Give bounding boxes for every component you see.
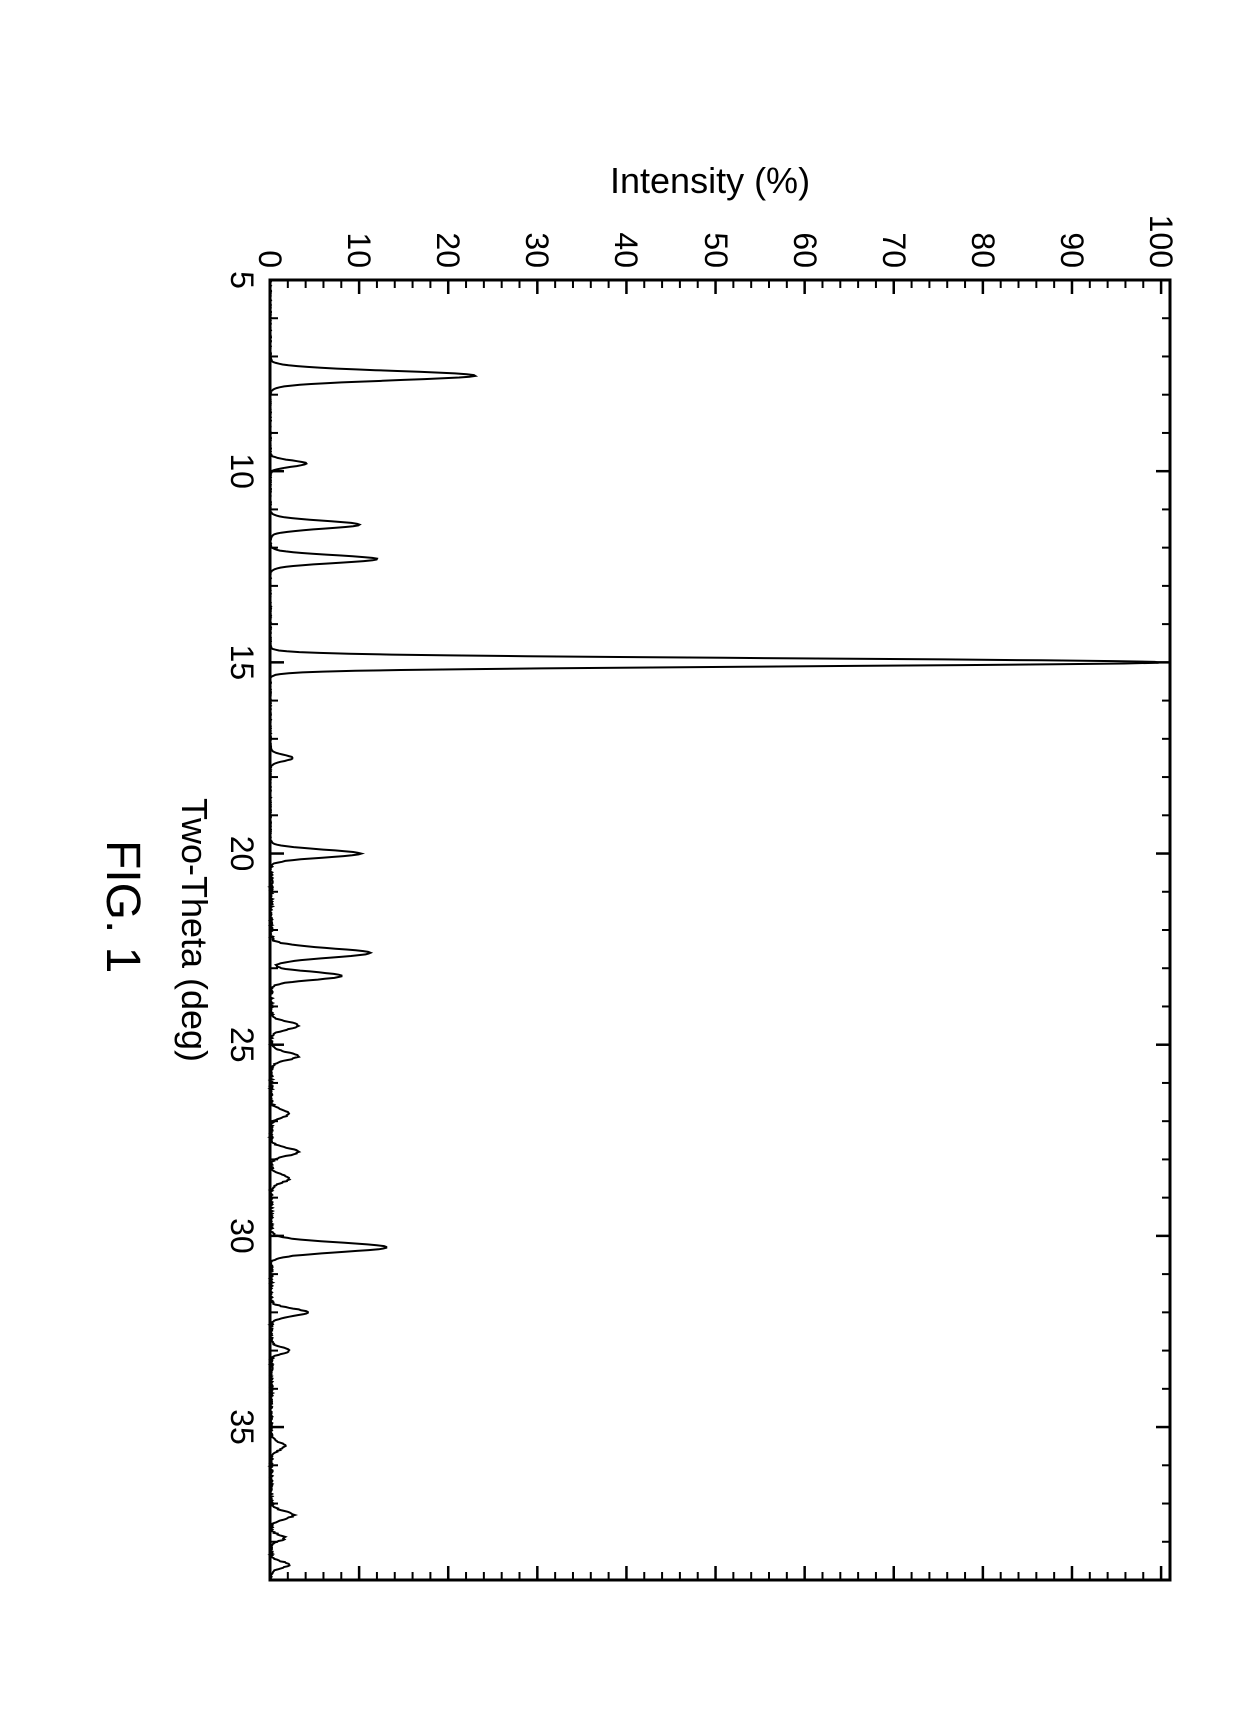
- x-tick-label: 20: [223, 834, 260, 874]
- y-tick-label: 60: [786, 232, 823, 268]
- y-tick-label: 30: [518, 232, 555, 268]
- figure-caption: FIG. 1: [95, 840, 150, 973]
- x-tick-label: 25: [223, 1025, 260, 1065]
- y-tick-label: 0: [251, 250, 288, 268]
- landscape-figure: Intensity (%) Two-Theta (deg) FIG. 1 510…: [0, 0, 1240, 1729]
- y-tick-label: 50: [697, 232, 734, 268]
- y-tick-label: 20: [429, 232, 466, 268]
- y-axis-label: Intensity (%): [610, 160, 810, 202]
- y-tick-label: 100: [1142, 215, 1179, 268]
- y-tick-label: 70: [875, 232, 912, 268]
- y-tick-label: 90: [1053, 232, 1090, 268]
- x-tick-label: 15: [223, 642, 260, 682]
- x-tick-label: 30: [223, 1216, 260, 1256]
- x-tick-label: 35: [223, 1407, 260, 1447]
- y-tick-label: 40: [607, 232, 644, 268]
- page-container: Intensity (%) Two-Theta (deg) FIG. 1 510…: [0, 0, 1240, 1729]
- x-axis-label: Two-Theta (deg): [173, 780, 215, 1080]
- x-tick-label: 10: [223, 451, 260, 491]
- y-tick-label: 80: [964, 232, 1001, 268]
- y-tick-label: 10: [340, 232, 377, 268]
